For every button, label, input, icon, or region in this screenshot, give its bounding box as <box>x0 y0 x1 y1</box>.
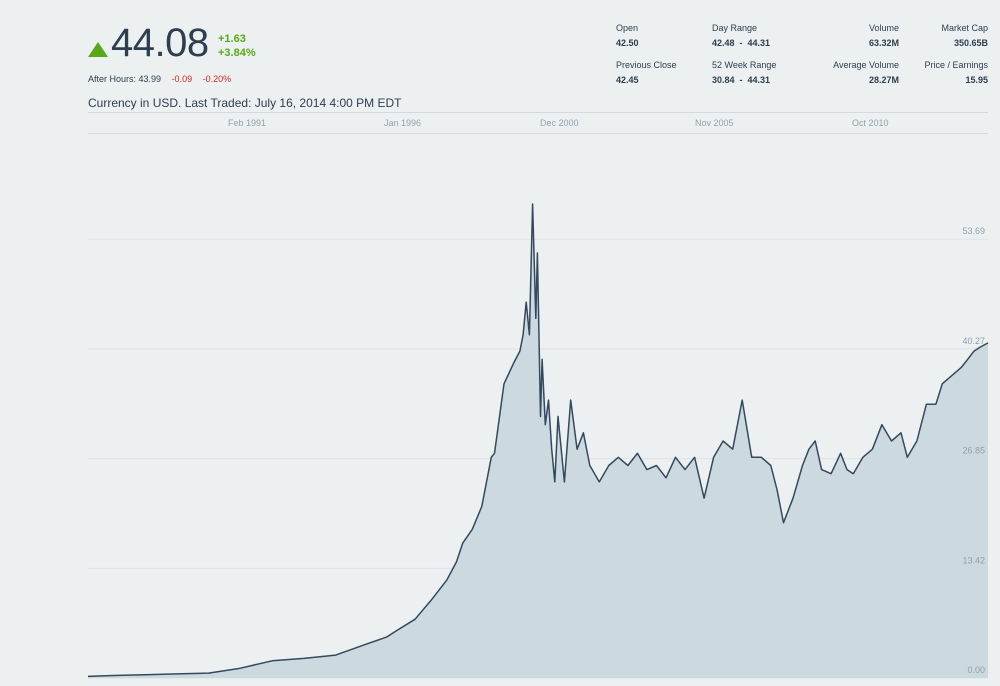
price-change: +1.63 <box>218 33 246 45</box>
stat-previous-close: Previous Close 42.45 <box>616 60 677 85</box>
stat-label: Price / Earnings <box>924 60 988 70</box>
stat-label: Day Range <box>712 23 758 33</box>
after-hours-price: After Hours: 43.99 <box>88 74 162 84</box>
x-tick-label: Feb 1991 <box>228 118 267 128</box>
divider <box>88 133 988 134</box>
stat-label: Open <box>616 23 639 33</box>
y-tick-label: 26.85 <box>962 446 985 456</box>
y-tick-label: 13.42 <box>962 555 985 565</box>
divider <box>88 112 988 113</box>
stat-label: Previous Close <box>616 60 677 70</box>
price-history-chart[interactable]: 53.69 40.27 26.85 13.42 0.00 <box>0 134 1000 686</box>
stat-value: 42.48 - 44.31 <box>712 38 771 48</box>
currency-last-traded: Currency in USD. Last Traded: July 16, 2… <box>88 96 402 110</box>
after-hours-change: -0.09 <box>171 74 193 84</box>
stat-52-week-range: 52 Week Range 30.84 - 44.31 <box>712 60 776 85</box>
stat-value: 350.65B <box>953 38 988 48</box>
x-tick-label: Jan 1996 <box>384 118 422 128</box>
stat-label: Average Volume <box>833 60 899 70</box>
stat-open: Open 42.50 <box>616 23 639 48</box>
x-tick-label: Dec 2000 <box>540 118 579 128</box>
stat-value: 28.27M <box>868 75 899 85</box>
x-tick-label: Nov 2005 <box>695 118 734 128</box>
after-hours-quote: After Hours: 43.99 -0.09 -0.20% <box>88 74 231 84</box>
stat-volume: Volume 63.32M <box>869 23 899 48</box>
y-tick-label: 53.69 <box>962 226 985 236</box>
stat-label: 52 Week Range <box>712 60 777 70</box>
stat-market-cap: Market Cap 350.65B <box>941 23 988 48</box>
price-series-line <box>87 203 989 678</box>
price-change-percent: +3.84% <box>218 47 256 59</box>
stat-price-earnings: Price / Earnings 15.95 <box>924 60 988 85</box>
stat-label: Volume <box>868 23 899 33</box>
stat-value: 30.84 - 44.31 <box>712 75 771 85</box>
after-hours-change-percent: -0.20% <box>202 74 232 84</box>
stat-value: 15.95 <box>965 75 988 85</box>
y-axis-labels: 53.69 40.27 26.85 13.42 0.00 <box>962 226 985 675</box>
stat-average-volume: Average Volume 28.27M <box>833 60 899 85</box>
stat-value: 42.45 <box>616 75 639 85</box>
stat-value: 42.50 <box>616 38 639 48</box>
triangle-up-icon <box>88 42 108 57</box>
x-tick-label: Oct 2010 <box>852 118 889 128</box>
stat-label: Market Cap <box>941 23 988 33</box>
stat-day-range: Day Range 42.48 - 44.31 <box>712 23 770 48</box>
price-area-fill <box>88 204 988 678</box>
y-tick-label: 40.27 <box>962 336 985 346</box>
stat-value: 63.32M <box>868 38 899 48</box>
y-tick-label: 0.00 <box>967 665 985 675</box>
last-price: 44.08 <box>111 21 209 65</box>
